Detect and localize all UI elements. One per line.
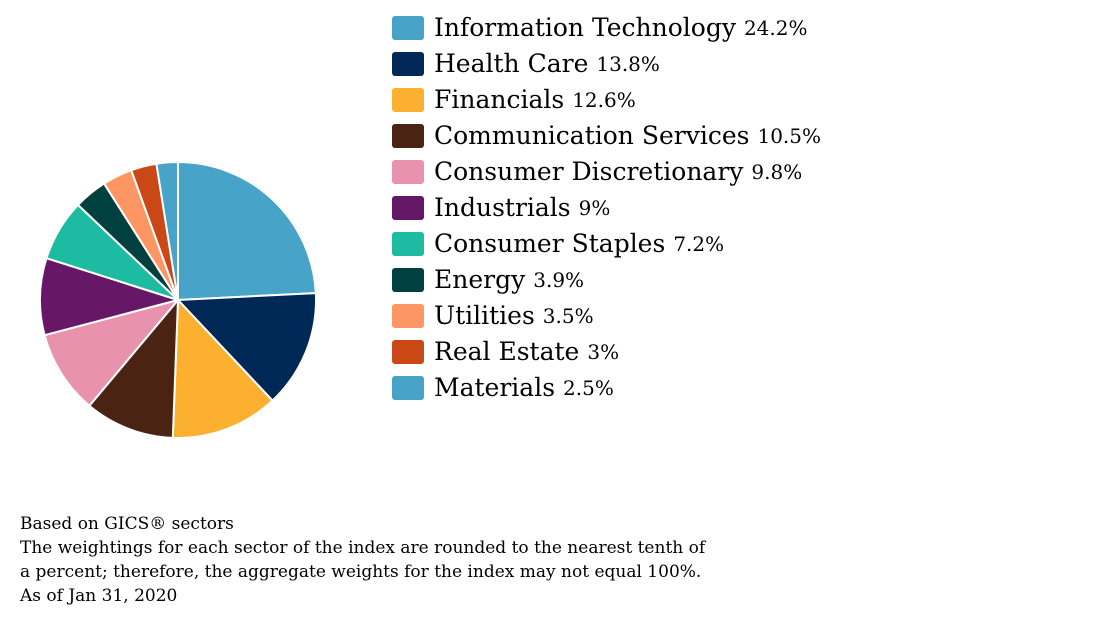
- legend-item-energy: Energy 3.9%: [392, 262, 821, 298]
- legend-item-real-estate: Real Estate 3%: [392, 334, 821, 370]
- legend-item-consumer-staples: Consumer Staples 7.2%: [392, 226, 821, 262]
- footnote-rounding-line-2: a percent; therefore, the aggregate weig…: [20, 562, 702, 582]
- footnote-basis: Based on GICS® sectors: [20, 514, 234, 534]
- legend-item-utilities: Utilities 3.5%: [392, 298, 821, 334]
- legend-value: 3.9%: [533, 268, 585, 292]
- legend-swatch: [392, 232, 424, 256]
- legend-label: Industrials: [434, 193, 571, 222]
- legend-swatch: [392, 160, 424, 184]
- legend-label: Health Care: [434, 49, 589, 78]
- legend-swatch: [392, 88, 424, 112]
- legend-value: 2.5%: [563, 376, 614, 400]
- legend-label: Consumer Discretionary: [434, 157, 744, 186]
- legend-item-communication-services: Communication Services 10.5%: [392, 118, 821, 154]
- legend-swatch: [392, 304, 424, 328]
- legend-value: 9%: [578, 196, 611, 220]
- legend-swatch: [392, 268, 424, 292]
- legend-swatch: [392, 52, 424, 76]
- legend-label: Utilities: [434, 301, 535, 330]
- footnote: Based on GICS® sectors The weightings fo…: [20, 512, 800, 608]
- legend-label: Communication Services: [434, 121, 750, 150]
- legend-item-industrials: Industrials 9%: [392, 190, 821, 226]
- legend-item-financials: Financials 12.6%: [392, 82, 821, 118]
- footnote-as-of-date: As of Jan 31, 2020: [20, 586, 178, 606]
- legend-swatch: [392, 376, 424, 400]
- legend-swatch: [392, 340, 424, 364]
- legend-swatch: [392, 16, 424, 40]
- legend-swatch: [392, 124, 424, 148]
- legend-value: 24.2%: [743, 16, 808, 40]
- pie-slice-information-technology: [177, 161, 317, 301]
- legend-value: 13.8%: [596, 52, 660, 76]
- legend-value: 3.5%: [542, 304, 594, 328]
- legend-value: 10.5%: [757, 124, 822, 148]
- legend-swatch: [392, 196, 424, 220]
- pie-slice-communication-services: [88, 299, 179, 439]
- legend-label: Information Technology: [434, 13, 736, 42]
- legend-item-information-technology: Information Technology 24.2%: [392, 10, 821, 46]
- legend-item-consumer-discretionary: Consumer Discretionary 9.8%: [392, 154, 821, 190]
- footnote-rounding-line-1: The weightings for each sector of the in…: [20, 538, 706, 558]
- pie-slice-materials: [155, 161, 179, 301]
- legend-label: Consumer Staples: [434, 229, 666, 258]
- pie-slice-financials: [171, 299, 274, 439]
- legend-item-materials: Materials 2.5%: [392, 370, 821, 406]
- legend-value: 3%: [587, 340, 620, 364]
- pie-slice-health-care: [177, 292, 317, 402]
- legend-label: Real Estate: [434, 337, 580, 366]
- legend: Information Technology 24.2% Health Care 13…: [392, 10, 821, 406]
- legend-label: Materials: [434, 373, 556, 402]
- legend-label: Energy: [434, 265, 526, 294]
- legend-item-health-care: Health Care 13.8%: [392, 46, 821, 82]
- legend-value: 12.6%: [572, 88, 636, 112]
- legend-value: 9.8%: [751, 160, 803, 184]
- pie-chart: [39, 161, 317, 439]
- legend-label: Financials: [434, 85, 565, 114]
- legend-value: 7.2%: [673, 232, 725, 256]
